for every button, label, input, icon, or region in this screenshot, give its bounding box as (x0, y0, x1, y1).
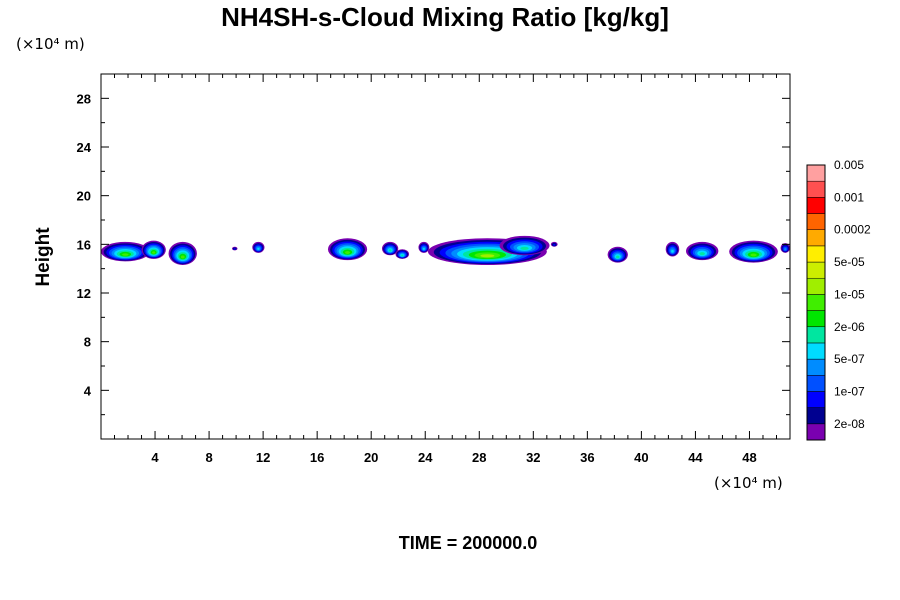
cloud-blob (252, 241, 265, 253)
cloud-contour-level-8 (152, 251, 156, 254)
colorbar-label: 2e-06 (834, 320, 865, 334)
x-tick-label: 8 (205, 450, 212, 465)
x-tick-label: 40 (634, 450, 648, 465)
cloud-blob (499, 235, 550, 256)
cloud-contour-level-9 (480, 254, 495, 258)
colorbar-label: 5e-07 (834, 352, 865, 366)
time-annotation: TIME = 200000.0 (399, 533, 538, 553)
colorbar-swatch (806, 326, 826, 344)
cloud-contour-level-2 (233, 248, 236, 250)
y-tick-label: 4 (84, 383, 92, 398)
colorbar-swatch (806, 245, 826, 263)
y-axis-title: Height (33, 227, 54, 287)
colorbar-swatch (806, 180, 826, 198)
x-tick-label: 4 (151, 450, 159, 465)
cloud-blob (382, 241, 399, 256)
colorbar-swatch (806, 164, 826, 182)
colorbar-swatch (806, 229, 826, 247)
colorbar-swatch (806, 423, 826, 441)
cloud-blob (141, 240, 166, 259)
colorbar-label: 0.0002 (834, 223, 871, 237)
cloud-contour-level-6 (699, 252, 705, 256)
cloud-contour-level-5 (671, 249, 674, 253)
colorbar-swatch (806, 261, 826, 279)
colorbar-swatch (806, 294, 826, 311)
y-tick-label: 28 (77, 91, 91, 106)
y-tick-labels: 4 8 12 16 20 24 28 (77, 91, 92, 398)
axis-ticks (101, 74, 790, 439)
colorbar-label: 0.001 (834, 190, 864, 204)
cloud-blob (550, 241, 558, 247)
colorbar-swatch (806, 358, 826, 376)
cloud-contour-level-4 (784, 248, 787, 251)
cloud-blob (168, 241, 197, 266)
x-axis-unit: (×10⁴ m) (714, 474, 783, 492)
colorbar-swatch (806, 342, 826, 360)
mixing-ratio-field (101, 235, 790, 266)
cloud-contour-level-5 (257, 247, 260, 250)
cloud-contour-level-2 (552, 243, 556, 246)
colorbar-swatch (806, 213, 826, 230)
x-tick-label: 24 (418, 450, 433, 465)
cloud-blob (607, 246, 628, 263)
x-tick-label: 20 (364, 450, 378, 465)
colorbar-swatch (806, 375, 826, 392)
cloud-blob (729, 240, 778, 263)
colorbar-label: 1e-05 (834, 287, 865, 301)
x-tick-label: 12 (256, 450, 270, 465)
cloud-contour-level-8 (344, 251, 351, 254)
x-tick-label: 44 (688, 450, 703, 465)
x-tick-label: 28 (472, 450, 486, 465)
cloud-contour-level-6 (520, 246, 529, 251)
cloud-blob (665, 241, 680, 257)
y-tick-label: 16 (77, 237, 91, 252)
x-tick-label: 48 (742, 450, 756, 465)
colorbar-swatch (806, 197, 826, 214)
colorbar-label: 2e-08 (834, 417, 865, 431)
cloud-contour-level-8 (180, 255, 185, 259)
cloud-contour-level-5 (422, 247, 425, 250)
colorbar-label: 0.005 (834, 158, 864, 172)
y-tick-label: 20 (77, 189, 91, 204)
cloud-contour-level-6 (388, 249, 392, 252)
cloud-blob (395, 249, 410, 259)
colorbar-swatch (806, 407, 826, 425)
plot-frame (100, 73, 791, 440)
cloud-blob (780, 243, 790, 253)
cloud-contour-level-8 (122, 253, 129, 256)
colorbar-swatch (806, 310, 826, 328)
y-tick-label: 8 (84, 335, 91, 350)
colorbar-label: 1e-07 (834, 384, 865, 398)
x-tick-label: 36 (580, 450, 594, 465)
colorbar-label: 5e-05 (834, 255, 865, 269)
cloud-contour-level-8 (750, 253, 757, 257)
cloud-contour-level-6 (616, 255, 620, 259)
x-tick-label: 32 (526, 450, 540, 465)
colorbar-frame (806, 164, 826, 441)
y-tick-label: 24 (77, 140, 92, 155)
cloud-blob (232, 246, 238, 251)
cloud-blob (327, 238, 368, 261)
cloud-contour-level-6 (401, 254, 404, 257)
colorbar-swatch (806, 277, 826, 295)
cloud-blob (418, 241, 430, 253)
cloud-blob (101, 241, 150, 262)
y-tick-label: 12 (77, 286, 91, 301)
x-tick-label: 16 (310, 450, 324, 465)
colorbar-swatch (806, 391, 826, 408)
colorbar: 2e-08 1e-07 5e-07 2e-06 1e-05 5e-05 0.0002 0.00… (806, 158, 871, 441)
y-axis-unit: (×10⁴ m) (16, 35, 85, 53)
cloud-blob (685, 241, 719, 261)
chart-title: NH4SH-s-Cloud Mixing Ratio [kg/kg] (221, 2, 669, 32)
x-tick-labels: 4 8 12 16 20 24 28 32 36 40 44 48 (151, 450, 756, 465)
